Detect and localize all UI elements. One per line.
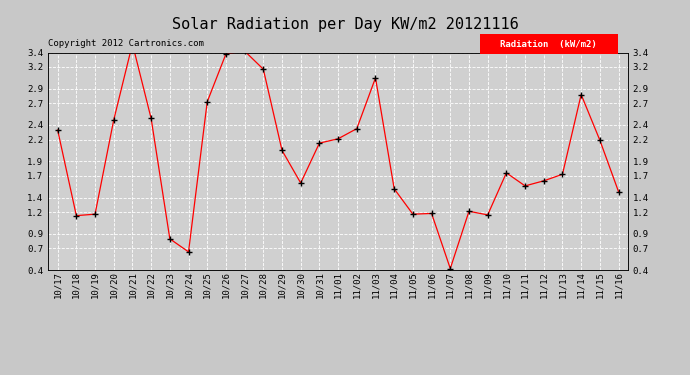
Text: Radiation  (kW/m2): Radiation (kW/m2): [500, 40, 597, 49]
Text: Copyright 2012 Cartronics.com: Copyright 2012 Cartronics.com: [48, 39, 204, 48]
Text: Solar Radiation per Day KW/m2 20121116: Solar Radiation per Day KW/m2 20121116: [172, 17, 518, 32]
